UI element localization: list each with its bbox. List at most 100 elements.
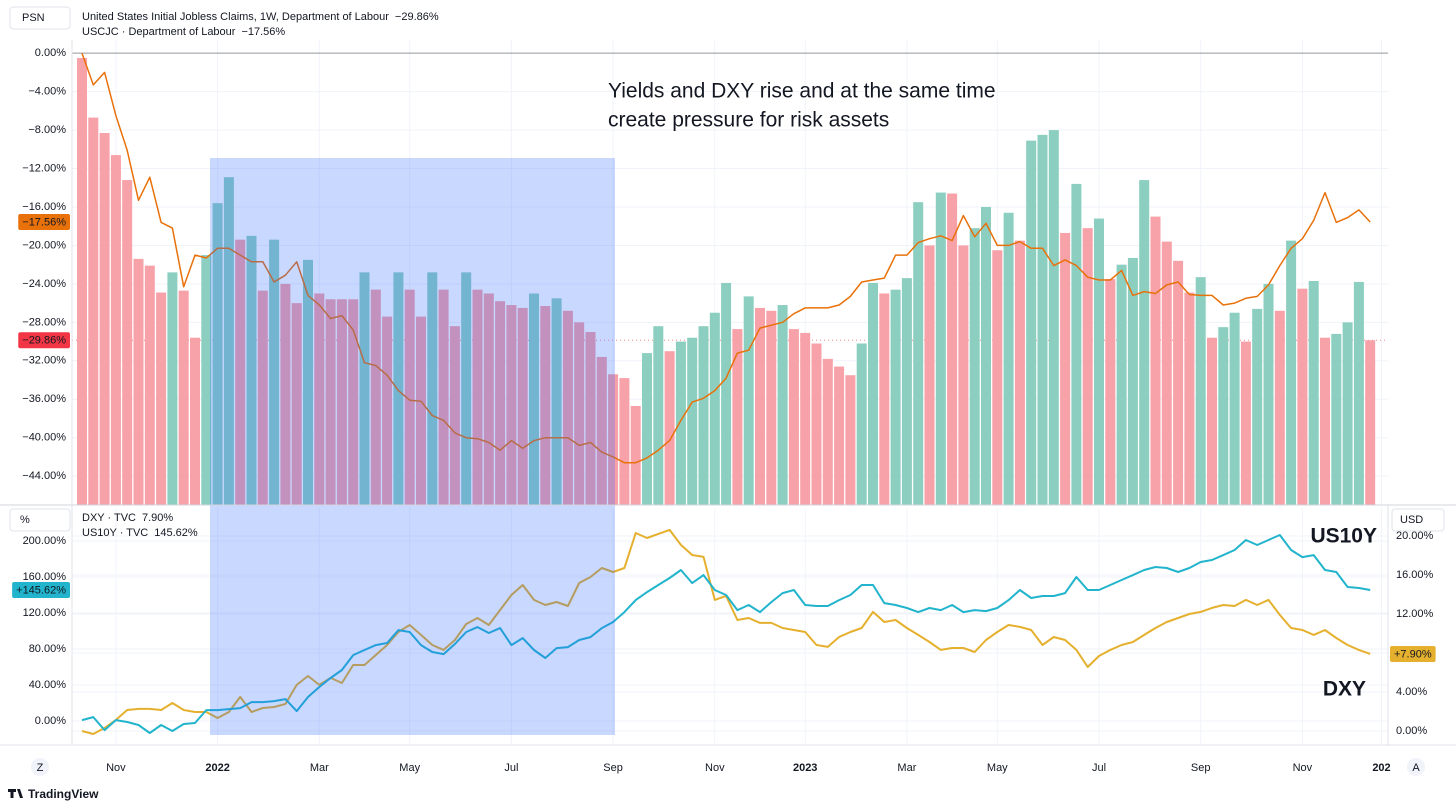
- legend-value: −29.86%: [395, 11, 439, 23]
- y-tick-label: 120.00%: [23, 607, 67, 619]
- bar: [1127, 257, 1138, 505]
- bar: [88, 117, 99, 505]
- bar: [122, 180, 133, 505]
- bar: [834, 366, 845, 505]
- bar: [755, 307, 765, 505]
- button[interactable]: [31, 758, 49, 776]
- y-tick-label: −20.00%: [22, 239, 66, 251]
- bar: [1173, 260, 1184, 505]
- bar: [1014, 240, 1025, 505]
- y-tick-label: −16.00%: [22, 201, 66, 213]
- pane-label: %: [20, 514, 30, 526]
- bar: [596, 356, 607, 505]
- x-tick-label: Nov: [705, 762, 725, 774]
- bar: [562, 310, 573, 505]
- x-tick-label: Mar: [897, 762, 916, 774]
- price-label-box: [12, 581, 70, 598]
- bar: [890, 289, 901, 505]
- y-tick-label: 80.00%: [29, 643, 67, 655]
- bar: [709, 312, 720, 505]
- bar: [1071, 183, 1082, 506]
- y-tick-label: −36.00%: [22, 393, 66, 405]
- bar: [1105, 279, 1116, 505]
- legend-value: 145.62%: [154, 527, 198, 539]
- y-tick-label: 200.00%: [23, 535, 67, 547]
- bar: [201, 255, 212, 505]
- bar: [608, 374, 619, 505]
- bar: [506, 305, 517, 505]
- bar: [1342, 322, 1353, 505]
- price-label-box: [18, 213, 70, 230]
- x-tick-label: Nov: [1293, 762, 1313, 774]
- bar: [777, 305, 788, 505]
- price-label-box: [1390, 645, 1436, 662]
- bar: [1286, 240, 1297, 505]
- bar: [630, 405, 641, 505]
- price-label: +145.62%: [16, 584, 66, 596]
- button-label[interactable]: A: [1412, 762, 1420, 774]
- bar: [1116, 264, 1127, 505]
- bar: [257, 290, 268, 505]
- bar: [1161, 241, 1172, 505]
- bar: [325, 299, 336, 505]
- bar: [743, 296, 754, 505]
- bar: [1229, 312, 1240, 505]
- bar: [653, 326, 664, 505]
- x-tick-label: May: [399, 762, 420, 774]
- price-label: +7.90%: [1394, 648, 1432, 660]
- bar: [77, 57, 87, 505]
- y-tick-label: 160.00%: [23, 571, 67, 583]
- bar: [495, 301, 506, 505]
- bar: [811, 343, 822, 505]
- bar: [472, 289, 483, 505]
- bar: [642, 353, 652, 505]
- bar: [235, 239, 246, 505]
- bar: [529, 293, 539, 505]
- y-tick-label: 20.00%: [1396, 530, 1434, 542]
- button-label[interactable]: Z: [37, 762, 44, 774]
- button[interactable]: [1407, 758, 1425, 776]
- bar: [981, 206, 991, 506]
- bar: [348, 299, 359, 505]
- bar: [969, 228, 980, 506]
- bar: [382, 316, 393, 505]
- y-tick-label: −4.00%: [28, 86, 66, 98]
- bar: [110, 155, 121, 505]
- series-tag: DXY: [1323, 678, 1366, 701]
- bar: [822, 358, 833, 505]
- y-tick-label: −44.00%: [22, 470, 66, 482]
- x-tick-label: 2023: [793, 762, 817, 774]
- legend-name: DXY · TVC: [82, 512, 136, 524]
- bar: [992, 250, 1003, 505]
- axis-unit: USD: [1400, 514, 1423, 526]
- bar: [280, 283, 291, 505]
- marks: [77, 52, 1376, 735]
- bar: [845, 375, 856, 505]
- bar: [1139, 180, 1150, 505]
- bar: [404, 289, 415, 505]
- y-tick-label: −28.00%: [22, 316, 66, 328]
- bar: [732, 329, 743, 505]
- pane-label: PSN: [22, 12, 45, 24]
- bar: [1252, 308, 1263, 505]
- bar: [619, 378, 630, 505]
- bar: [246, 235, 257, 505]
- legend-name: United States Initial Jobless Claims, 1W…: [82, 11, 389, 23]
- bar: [99, 132, 110, 505]
- y-tick-label: 16.00%: [1396, 569, 1434, 581]
- bar: [1240, 341, 1251, 505]
- bar: [1082, 228, 1093, 506]
- bar: [540, 306, 551, 505]
- y-tick-label: 0.00%: [1396, 725, 1427, 737]
- bar: [1207, 337, 1217, 505]
- annotation: create pressure for risk assets: [608, 109, 889, 132]
- y-tick-label: −24.00%: [22, 278, 66, 290]
- x-tick-label: Nov: [106, 762, 126, 774]
- bar: [223, 177, 234, 505]
- price-label: −17.56%: [22, 216, 66, 228]
- y-tick-label: −12.00%: [22, 162, 66, 174]
- y-tick-label: −40.00%: [22, 432, 66, 444]
- legend-name: USCJC · Department of Labour: [82, 26, 236, 38]
- bar: [574, 322, 585, 505]
- bar: [1195, 277, 1206, 505]
